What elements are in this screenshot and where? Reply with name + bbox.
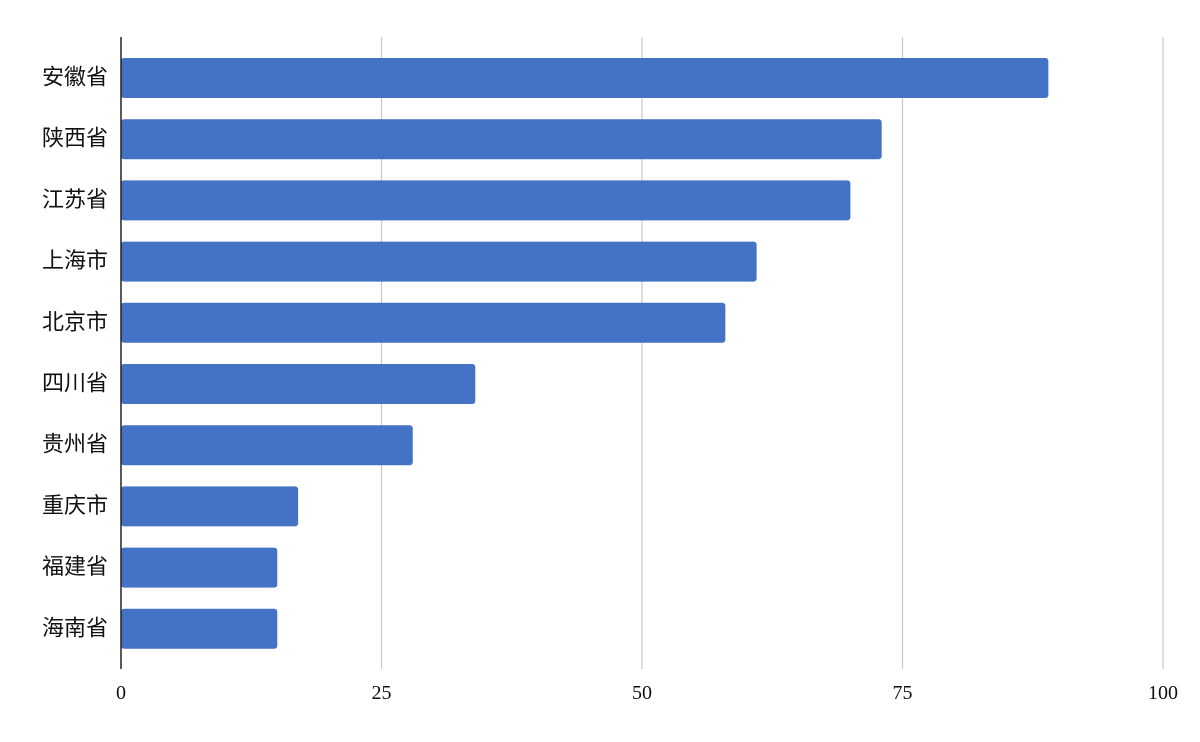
- x-tick-label: 0: [116, 682, 126, 704]
- category-label: 北京市: [42, 310, 108, 335]
- bar: [121, 241, 757, 282]
- bar: [121, 119, 882, 160]
- x-tick-label: 100: [1148, 682, 1178, 704]
- bar: [121, 486, 299, 527]
- category-label: 福建省: [42, 555, 108, 580]
- category-label: 江苏省: [42, 188, 108, 213]
- x-tick-label: 25: [372, 682, 392, 704]
- bar: [121, 302, 726, 343]
- bar: [121, 180, 851, 221]
- category-label: 安徽省: [42, 66, 108, 91]
- bars: [121, 58, 1049, 649]
- category-label: 四川省: [42, 372, 108, 397]
- x-tick-label: 75: [893, 682, 913, 704]
- bar: [121, 547, 278, 588]
- bar: [121, 364, 476, 404]
- category-label: 陕西省: [42, 127, 108, 152]
- bar: [121, 58, 1049, 98]
- category-label: 上海市: [42, 249, 108, 274]
- bar: [121, 608, 278, 649]
- x-tick-labels: 0 25 50 75 100: [116, 682, 1178, 704]
- category-label: 贵州省: [42, 433, 108, 458]
- category-label: 重庆市: [42, 494, 108, 519]
- bar: [121, 425, 413, 466]
- category-label: 海南省: [42, 616, 108, 641]
- x-tick-label: 50: [632, 682, 652, 704]
